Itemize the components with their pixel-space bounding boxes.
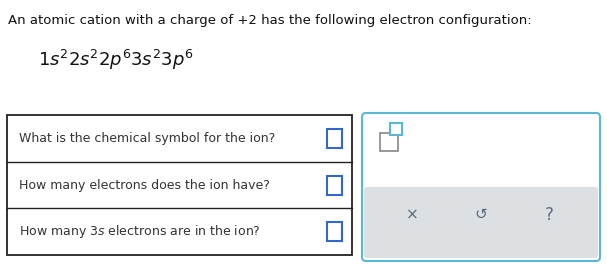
FancyBboxPatch shape [364, 187, 598, 258]
Text: How many electrons does the ion have?: How many electrons does the ion have? [19, 179, 270, 192]
Text: How many $3s$ electrons are in the ion?: How many $3s$ electrons are in the ion? [19, 223, 261, 240]
Text: What is the chemical symbol for the ion?: What is the chemical symbol for the ion? [19, 132, 275, 145]
Text: $1s^{2}2s^{2}2p^{6}3s^{2}3p^{6}$: $1s^{2}2s^{2}2p^{6}3s^{2}3p^{6}$ [38, 48, 194, 72]
Text: ?: ? [545, 206, 554, 224]
Bar [327, 176, 342, 195]
Bar [327, 222, 342, 241]
FancyBboxPatch shape [362, 113, 600, 261]
Bar [380, 133, 398, 151]
Bar [7, 115, 352, 255]
Bar [390, 123, 402, 135]
Text: ×: × [406, 207, 419, 222]
Bar [327, 129, 342, 148]
Text: ↺: ↺ [475, 207, 487, 222]
Text: An atomic cation with a charge of +2 has the following electron configuration:: An atomic cation with a charge of +2 has… [8, 14, 532, 27]
